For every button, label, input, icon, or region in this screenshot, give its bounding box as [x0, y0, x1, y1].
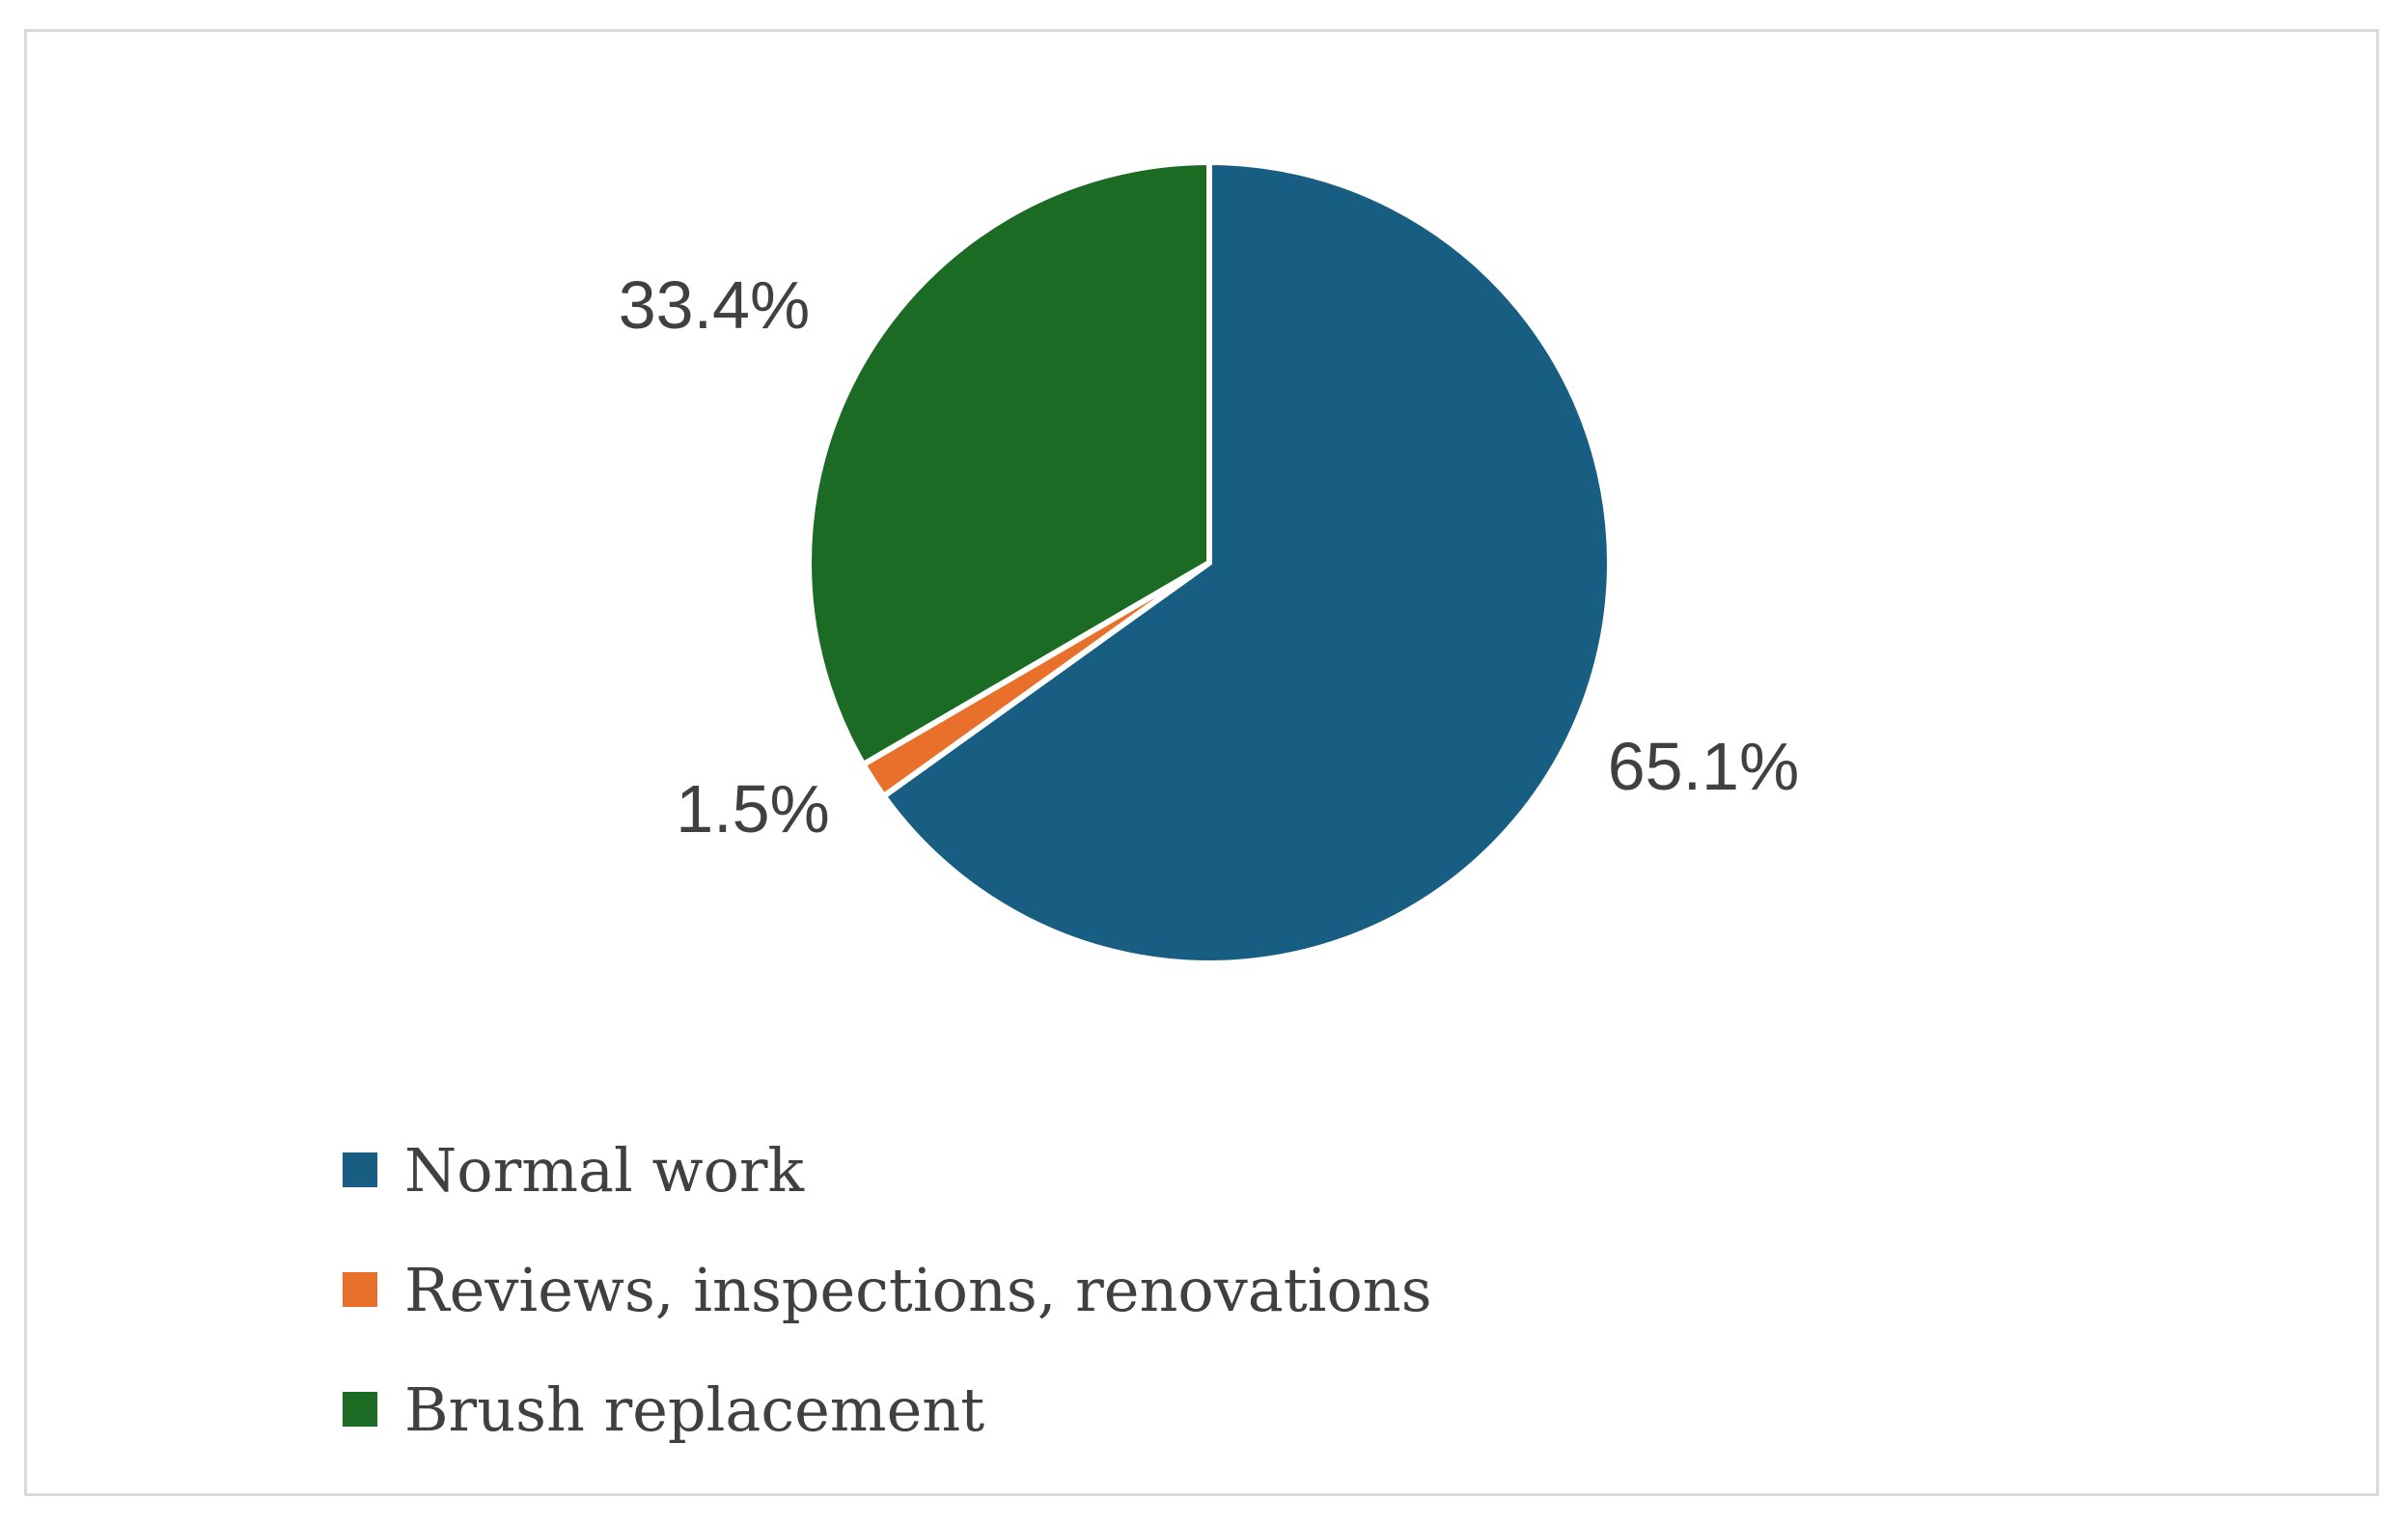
legend-swatch-brush-replacement	[343, 1392, 377, 1427]
legend-item-brush-replacement: Brush replacement	[343, 1349, 1432, 1469]
legend-label-normal-work: Normal work	[404, 1134, 805, 1206]
legend-swatch-reviews	[343, 1272, 377, 1307]
legend: Normal work Reviews, inspections, renova…	[343, 1110, 1432, 1469]
legend-swatch-normal-work	[343, 1152, 377, 1187]
pie-slice-brush-replacement	[806, 159, 1212, 768]
data-label-reviews: 1.5%	[676, 771, 830, 847]
pie-slices	[806, 159, 1613, 966]
legend-item-normal-work: Normal work	[343, 1110, 1432, 1230]
data-label-normal-work: 65.1%	[1608, 729, 1799, 804]
data-label-brush-replacement: 33.4%	[619, 267, 810, 343]
legend-label-reviews: Reviews, inspections, renovations	[404, 1254, 1432, 1325]
legend-item-reviews: Reviews, inspections, renovations	[343, 1230, 1432, 1349]
pie-data-labels: 65.1% 1.5% 33.4%	[619, 267, 1799, 847]
pie-slice-normal-work	[880, 159, 1613, 966]
legend-label-brush-replacement: Brush replacement	[404, 1374, 985, 1445]
